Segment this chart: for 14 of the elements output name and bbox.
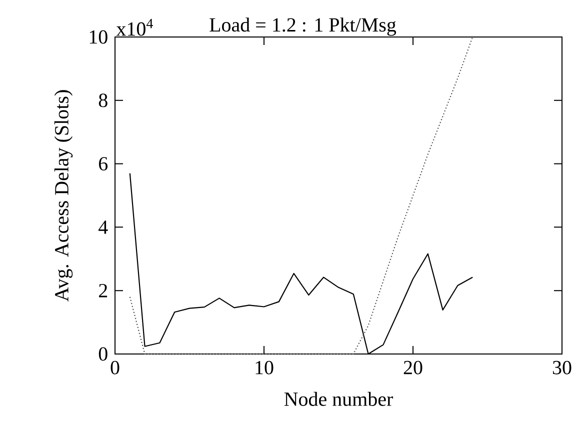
y-tick-label: 6 [99, 157, 108, 170]
x-tick-label: 20 [404, 360, 422, 374]
y-tick-label: 4 [98, 220, 108, 234]
y-tick-label: 2 [99, 284, 108, 298]
text: x10$^{4}$ [116, 18, 153, 36]
y-tick-label: 0 [98, 347, 108, 361]
x-tick-label: 30 [552, 360, 572, 374]
x-tick-label: 10 [256, 360, 274, 374]
chart-title: Load = 1.2 : 1 Pkt/Msg [210, 18, 396, 36]
x-tick-label: 0 [110, 360, 120, 374]
y-tick-label: 8 [98, 94, 108, 108]
y-axis-title: Avg. Access Delay (Slots) [54, 90, 73, 302]
x-axis-title: Node number [284, 392, 394, 406]
y-tick-label: 10 [90, 30, 108, 44]
